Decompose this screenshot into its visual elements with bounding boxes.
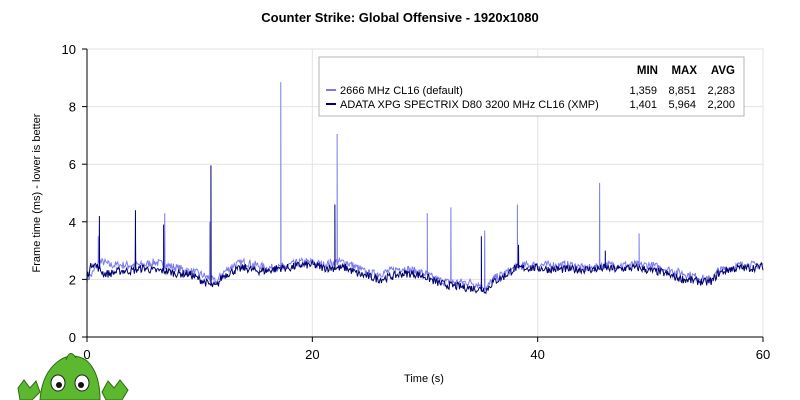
series-line-1	[86, 82, 764, 292]
y-tick-label: 0	[69, 330, 76, 345]
legend-min-series-1: 1,359	[629, 85, 657, 97]
legend-label-series-1: 2666 MHz CL16 (default)	[340, 85, 463, 97]
legend-label-series-2: ADATA XPG SPECTRIX D80 3200 MHz CL16 (XM…	[340, 99, 599, 111]
series-1	[86, 82, 764, 292]
legend-header-avg: AVG	[711, 65, 735, 77]
legend-min-series-2: 1,401	[629, 99, 657, 111]
y-tick-label: 8	[69, 100, 76, 115]
x-tick-label: 20	[305, 347, 319, 362]
legend-header-max: MAX	[671, 65, 697, 77]
chart-title: Counter Strike: Global Offensive - 1920x…	[261, 10, 539, 25]
x-tick-label: 60	[756, 347, 770, 362]
mascot-image	[17, 353, 129, 400]
legend-box	[318, 56, 745, 117]
x-axis-title: Time (s)	[404, 373, 444, 385]
legend-max-series-2: 5,964	[668, 99, 696, 111]
legend: MIN MAX AVG 2666 MHz CL16 (default) 1,35…	[318, 56, 745, 117]
x-tick-label: 40	[530, 347, 544, 362]
legend-avg-series-2: 2,200	[707, 99, 735, 111]
legend-avg-series-1: 2,283	[707, 85, 735, 97]
y-tick-label: 10	[62, 42, 76, 57]
series-2	[86, 165, 764, 295]
y-tick-label: 2	[69, 272, 76, 287]
x-tick-label: 0	[83, 347, 90, 362]
series-line-2	[86, 165, 764, 295]
y-tick-label: 6	[69, 157, 76, 172]
y-tick-label: 4	[69, 215, 76, 230]
y-axis-title: Frame time (ms) - lower is better	[31, 113, 43, 272]
legend-max-series-1: 8,851	[668, 85, 696, 97]
legend-header-min: MIN	[637, 65, 658, 77]
